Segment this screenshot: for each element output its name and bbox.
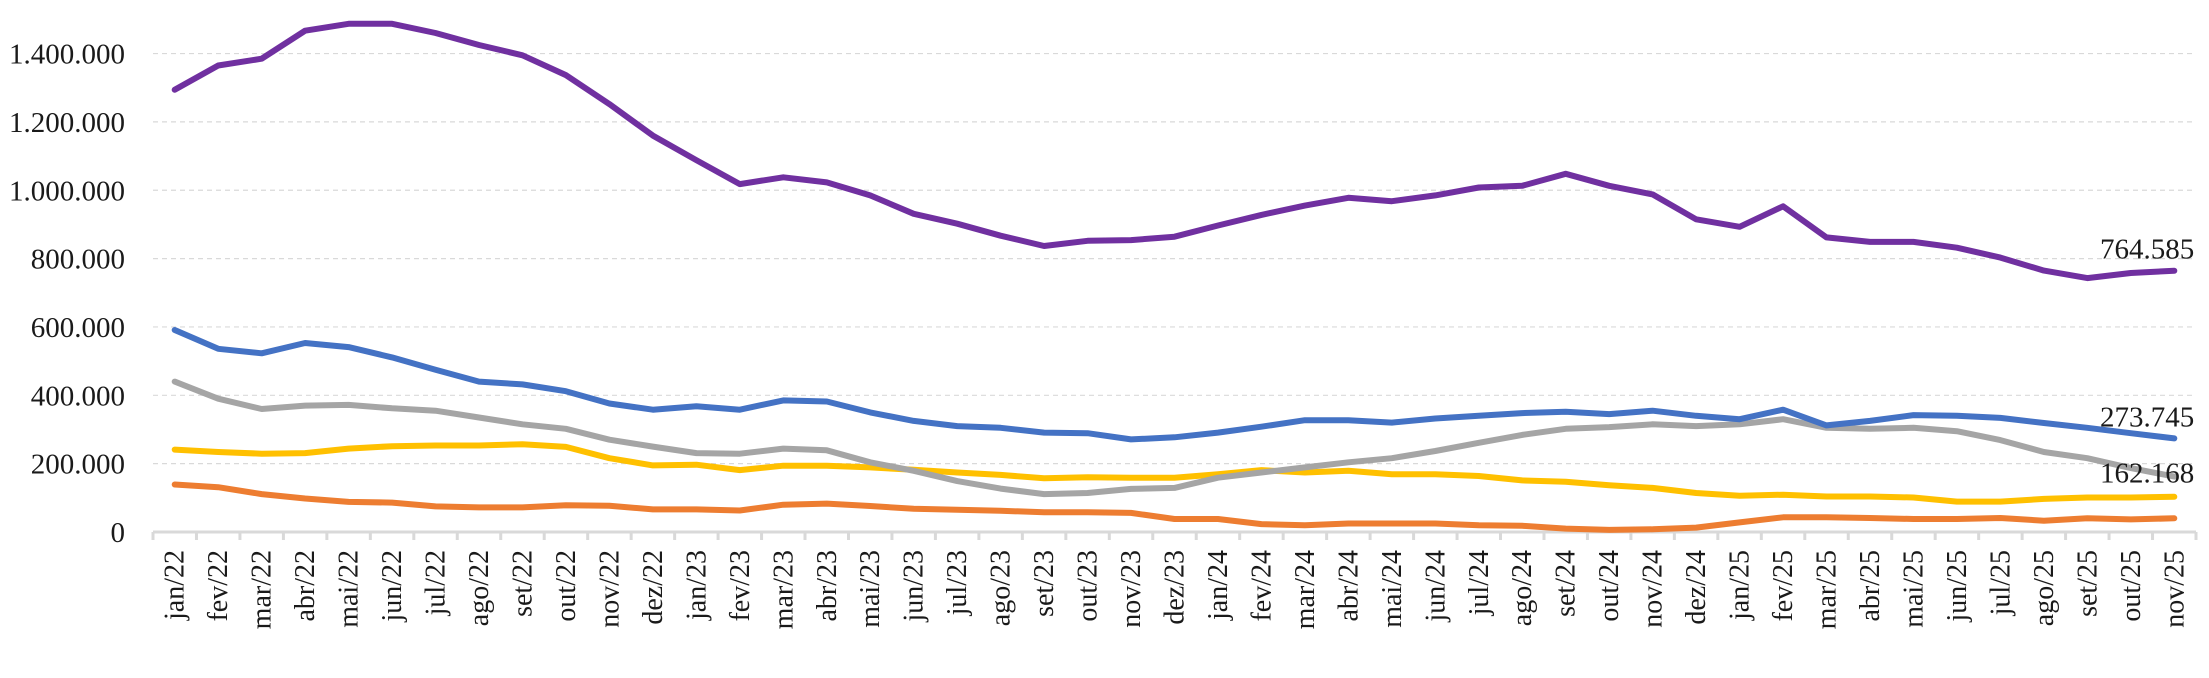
x-tick-label: set/23: [1029, 550, 1060, 617]
x-tick-label: mai/22: [334, 550, 365, 628]
x-tick-label: jul/23: [942, 550, 973, 616]
x-axis-tick-labels: jan/22 fev/22 mar/22 abr/22 mai/22 jun/22 jul/…: [160, 550, 2191, 629]
end-data-label: 764.585: [2100, 234, 2194, 266]
x-tick-label: set/22: [507, 550, 538, 617]
x-tick-label: abr/23: [812, 550, 843, 622]
x-tick-label: fev/24: [1246, 550, 1277, 622]
x-tick-label: mai/23: [855, 550, 886, 628]
x-tick-label: mai/24: [1377, 550, 1408, 628]
x-tick-label: set/25: [2072, 550, 2103, 617]
x-tick-label: ago/24: [1507, 550, 1538, 626]
x-tick-label: abr/25: [1855, 550, 1886, 622]
x-tick-label: jun/25: [1942, 550, 1973, 623]
x-tick-label: ago/22: [464, 550, 495, 626]
series-lines: [171, 20, 2178, 533]
x-tick-label: ago/23: [986, 550, 1017, 626]
y-tick-label: 1.200.000: [9, 107, 125, 139]
end-data-label: 273.745: [2100, 401, 2194, 433]
x-tick-label: jan/25: [1725, 550, 1756, 621]
x-tick-label: out/22: [551, 550, 582, 622]
y-tick-label: 800.000: [31, 244, 125, 276]
x-tick-label: nov/22: [594, 550, 625, 628]
x-tick-label: out/25: [2116, 550, 2147, 622]
y-tick-label: 1.400.000: [9, 39, 125, 71]
y-tick-label: 600.000: [31, 312, 125, 344]
x-tick-label: mar/25: [1812, 550, 1843, 629]
x-tick-label: mar/24: [1290, 550, 1321, 629]
gridlines: [153, 52, 2196, 465]
x-tick-label: jun/24: [1420, 550, 1451, 623]
x-tick-label: mai/25: [1898, 550, 1929, 628]
x-axis: [151, 530, 2198, 540]
y-tick-label: 1.000.000: [9, 175, 125, 207]
x-tick-label: out/24: [1594, 550, 1625, 622]
x-tick-label: fev/22: [203, 550, 234, 622]
x-tick-label: jul/22: [421, 550, 452, 616]
x-tick-label: mar/22: [247, 550, 278, 629]
series-line-2: [171, 327, 2178, 443]
x-tick-label: jan/23: [681, 550, 712, 621]
y-tick-label: 200.000: [31, 449, 125, 481]
x-tick-label: abr/24: [1333, 550, 1364, 622]
y-tick-label: 400.000: [31, 380, 125, 412]
x-tick-label: jul/25: [1985, 550, 2016, 616]
x-tick-label: dez/23: [1160, 550, 1191, 625]
end-data-label: 162.168: [2100, 458, 2194, 490]
y-tick-label: 0: [111, 517, 126, 549]
x-tick-label: jul/24: [1464, 550, 1495, 616]
data-labels: 764.585 273.745 162.168: [2100, 234, 2194, 490]
y-axis-tick-labels: 0 200.000 400.000 600.000 800.000 1.000.000 1.…: [9, 39, 125, 549]
x-tick-label: fev/25: [1768, 550, 1799, 622]
x-tick-label: out/23: [1073, 550, 1104, 622]
x-tick-label: abr/22: [290, 550, 321, 622]
x-tick-label: nov/25: [2159, 550, 2190, 628]
x-tick-label: ago/25: [2029, 550, 2060, 626]
series-line-1: [171, 20, 2178, 282]
x-tick-label: jan/24: [1203, 550, 1234, 621]
x-tick-label: dez/22: [638, 550, 669, 625]
x-tick-label: jun/23: [899, 550, 930, 623]
x-tick-label: nov/23: [1116, 550, 1147, 628]
x-tick-label: set/24: [1551, 550, 1582, 617]
x-tick-label: mar/23: [768, 550, 799, 629]
series-line-5: [171, 481, 2178, 533]
x-tick-label: dez/24: [1681, 550, 1712, 625]
x-tick-label: jan/22: [160, 550, 191, 621]
x-tick-label: jun/22: [377, 550, 408, 623]
x-tick-label: nov/24: [1638, 550, 1669, 628]
x-tick-label: fev/23: [725, 550, 756, 622]
series-line-4: [171, 441, 2178, 505]
